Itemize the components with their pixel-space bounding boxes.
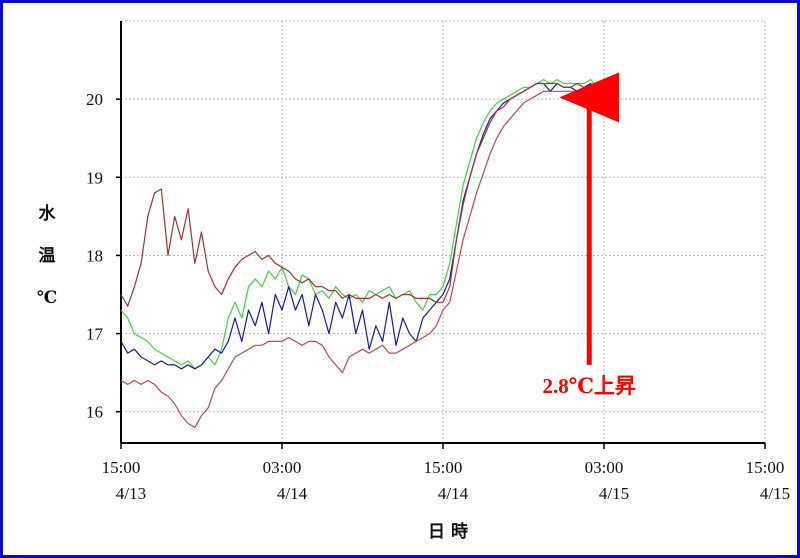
grid bbox=[120, 20, 766, 443]
y-tick-label: 18 bbox=[86, 246, 103, 265]
rise-annotation: 2.8℃上昇 bbox=[543, 72, 636, 398]
y-axis-title-char: 水 bbox=[39, 203, 57, 224]
rise-annotation-label: 2.8℃上昇 bbox=[543, 374, 636, 398]
series-line-1 bbox=[120, 78, 612, 370]
y-tick-label: 19 bbox=[86, 168, 103, 187]
y-axis-title: 水温 ℃ bbox=[37, 203, 57, 308]
y-axis-title-char: ℃ bbox=[37, 288, 57, 308]
y-tick-label: 17 bbox=[86, 325, 104, 344]
x-tick-label-time: 15:00 bbox=[102, 458, 141, 477]
y-tick-label: 16 bbox=[86, 403, 103, 422]
water-temperature-chart: 16 17 18 19 20 15:00 4/13 03:00 4/14 15:00 4/14 03:… bbox=[37, 20, 790, 542]
x-tick-label-date: 4/14 bbox=[277, 484, 308, 503]
x-tick-label-time: 15:00 bbox=[424, 458, 463, 477]
tick-labels: 16 17 18 19 20 15:00 4/13 03:00 4/14 15:00 4/14 03:… bbox=[86, 90, 790, 503]
x-tick-label-time: 03:00 bbox=[263, 458, 302, 477]
x-axis-title: 日 時 bbox=[428, 521, 468, 542]
x-tick-label-date: 4/15 bbox=[599, 484, 629, 503]
x-tick-label-date: 4/13 bbox=[116, 484, 146, 503]
y-tick-label: 20 bbox=[86, 90, 103, 109]
axes bbox=[116, 21, 766, 449]
x-tick-label-date: 4/15 bbox=[760, 484, 790, 503]
x-tick-label-time: 15:00 bbox=[746, 458, 785, 477]
series-lines bbox=[120, 78, 612, 428]
y-axis-title-char: 温 bbox=[39, 246, 56, 266]
series-line-2 bbox=[120, 82, 611, 370]
series-line-4 bbox=[120, 90, 611, 428]
x-tick-label-time: 03:00 bbox=[585, 458, 624, 477]
series-line-3 bbox=[120, 82, 611, 307]
x-tick-label-date: 4/14 bbox=[438, 484, 469, 503]
